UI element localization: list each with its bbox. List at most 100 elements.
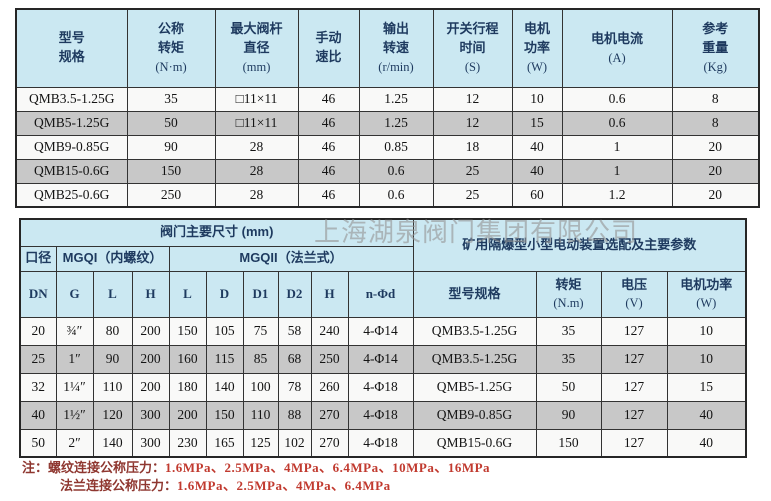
note-line-flanged: 法兰连接公称压力：1.6MPa、2.5MPa、4MPa、6.4MPa	[22, 477, 490, 495]
table-row: 40 1½″ 120 300 200 150 110 88 270 4-Φ18 QMB9-0.85G…	[19, 400, 747, 430]
table-cell: 12	[432, 86, 513, 112]
table-cell: 4-Φ14	[347, 344, 414, 374]
column-header-model: 型号 规格	[15, 8, 128, 88]
table-cell: 15	[511, 110, 563, 136]
table-cell: 240	[310, 316, 349, 346]
table-cell: 1¼″	[55, 372, 94, 402]
table-cell: 28	[214, 158, 299, 184]
table-cell: 1.25	[358, 110, 434, 136]
table-cell: 58	[277, 316, 312, 346]
table-cell: 100	[242, 372, 279, 402]
table-cell: 50	[19, 428, 57, 458]
table-cell: 1	[561, 134, 673, 160]
column-header-motor-current: 电机电流 (A)	[561, 8, 673, 88]
table-row: QMB25-0.6G 250 28 46 0.6 25 60 1.2 20	[15, 182, 760, 208]
table-cell: 10	[666, 316, 747, 346]
table-cell: 270	[310, 428, 349, 458]
note-values-threaded: 1.6MPa、2.5MPa、4MPa、6.4MPa、10MPa、16MPa	[165, 460, 491, 475]
table-cell: 200	[131, 316, 170, 346]
table-cell: 150	[126, 158, 216, 184]
table-cell: 115	[205, 344, 244, 374]
table-cell: 127	[600, 344, 668, 374]
column-header-d2: D2	[277, 270, 312, 318]
table-cell: 200	[131, 344, 170, 374]
table-cell: 90	[92, 344, 133, 374]
column-header-manual-ratio: 手动 速比	[297, 8, 360, 88]
table-cell: 4-Φ14	[347, 316, 414, 346]
table-cell: 150	[205, 400, 244, 430]
column-header-h-mgqii: H	[310, 270, 349, 318]
table-cell: 40	[511, 158, 563, 184]
column-header-l-mgqii: L	[168, 270, 207, 318]
table-cell: QMB15-0.6G	[412, 428, 537, 458]
table-cell: 88	[277, 400, 312, 430]
table-cell: 200	[131, 372, 170, 402]
table-cell: 10	[666, 344, 747, 374]
column-header-model-spec: 型号规格	[412, 270, 537, 318]
table-cell: QMB9-0.85G	[15, 134, 128, 160]
table-row: 32 1¼″ 110 200 180 140 100 78 260 4-Φ18 QMB5-1.25G…	[19, 372, 747, 402]
table-cell: 50	[535, 372, 602, 402]
table-cell: 2″	[55, 428, 94, 458]
table-cell: 20	[19, 316, 57, 346]
table-cell: 300	[131, 428, 170, 458]
table-cell: 25	[432, 158, 513, 184]
table-cell: 28	[214, 182, 299, 208]
column-header-n-phi-d: n-Φd	[347, 270, 414, 318]
table-cell: 127	[600, 372, 668, 402]
column-header-output-speed: 输出 转速 (r/min)	[358, 8, 434, 88]
table-cell: 0.6	[561, 110, 673, 136]
column-header-voltage: 电压 (V)	[600, 270, 668, 318]
table-cell: 32	[19, 372, 57, 402]
table-cell: 35	[535, 316, 602, 346]
table-cell: 1.25	[358, 86, 434, 112]
table-cell: 78	[277, 372, 312, 402]
table-cell: 18	[432, 134, 513, 160]
group-header-bore: 口径	[19, 245, 57, 272]
column-header-h-mgqi: H	[131, 270, 170, 318]
table-cell: 260	[310, 372, 349, 402]
table-cell: 40	[666, 428, 747, 458]
top-table-body: QMB3.5-1.25G 35 □11×11 46 1.25 12 10 0.6 8 QMB5-1…	[15, 86, 760, 208]
column-header-d: D	[205, 270, 244, 318]
table-cell: 250	[310, 344, 349, 374]
table-cell: 160	[168, 344, 207, 374]
table-row: 50 2″ 140 300 230 165 125 102 270 4-Φ18 QMB15-0.6G…	[19, 428, 747, 458]
table-cell: 4-Φ18	[347, 400, 414, 430]
table-cell: 80	[92, 316, 133, 346]
table-row: QMB3.5-1.25G 35 □11×11 46 1.25 12 10 0.6 8	[15, 86, 760, 112]
table-cell: 127	[600, 400, 668, 430]
table-cell: 8	[671, 86, 760, 112]
bottom-table-subheader-row: DN G L H L D D1 D2 H n-Φd 型号规格 转矩 (N.m) …	[19, 270, 747, 318]
note-values-flanged: 1.6MPa、2.5MPa、4MPa、6.4MPa	[177, 478, 391, 493]
table-row: 20 ¾″ 80 200 150 105 75 58 240 4-Φ14 QMB3.5-1.25G 3…	[19, 316, 747, 346]
table-cell: 85	[242, 344, 279, 374]
column-header-l-mgqi: L	[92, 270, 133, 318]
column-header-torque: 转矩 (N.m)	[535, 270, 602, 318]
table-cell: 20	[671, 158, 760, 184]
table-cell: QMB5-1.25G	[15, 110, 128, 136]
table-row: 25 1″ 90 200 160 115 85 68 250 4-Φ14 QMB3.5-1.25G 3…	[19, 344, 747, 374]
table-cell: 20	[671, 134, 760, 160]
table-cell: 35	[126, 86, 216, 112]
bottom-table-group-row: 口径 MGQI（内螺纹） MGQII（法兰式）	[19, 245, 746, 272]
column-header-nominal-torque: 公称 转矩 (N·m)	[126, 8, 216, 88]
table-cell: 40	[666, 400, 747, 430]
table-cell: 46	[297, 158, 360, 184]
actuator-spec-table: 型号 规格 公称 转矩 (N·m) 最大阀杆 直径 (mm) 手动 速比	[15, 8, 760, 208]
table-cell: 25	[432, 182, 513, 208]
table-cell: 46	[297, 134, 360, 160]
table-cell: 0.6	[358, 158, 434, 184]
column-header-g: G	[55, 270, 94, 318]
table-cell: 180	[168, 372, 207, 402]
table-cell: 300	[131, 400, 170, 430]
table-cell: 25	[19, 344, 57, 374]
table-cell: 102	[277, 428, 312, 458]
note-label-flanged: 法兰连接公称压力：	[60, 478, 178, 493]
table-cell: 150	[535, 428, 602, 458]
table-cell: 1½″	[55, 400, 94, 430]
table-cell: 0.85	[358, 134, 434, 160]
table-cell: 0.6	[561, 86, 673, 112]
column-header-reference-weight: 参考 重量 (Kg)	[671, 8, 760, 88]
